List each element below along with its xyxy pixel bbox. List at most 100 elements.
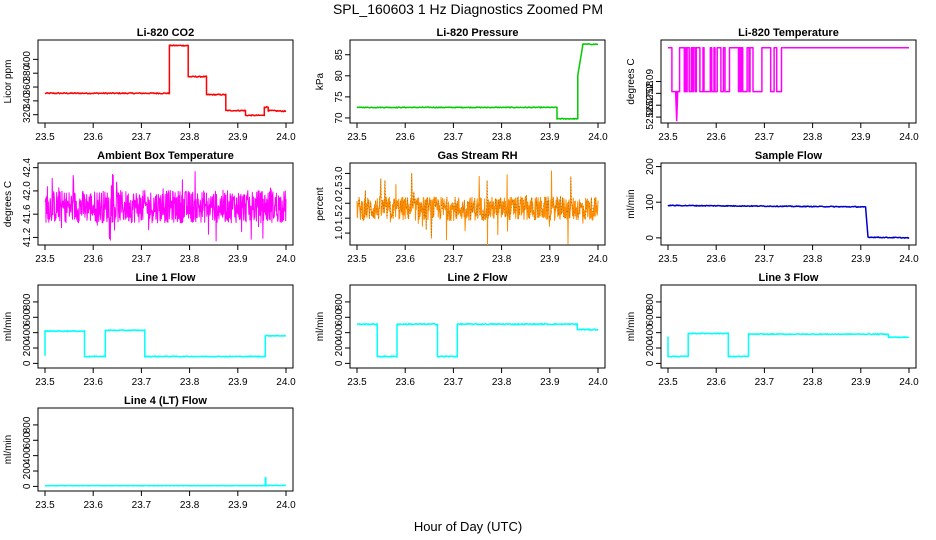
- panel-9-ytick-label: 200: [645, 339, 656, 356]
- panel-2-ylabel: kPa: [315, 72, 326, 90]
- panel-10-title: Line 4 (LT) Flow: [124, 395, 207, 407]
- panel-6-xtick-label: 23.6: [706, 254, 726, 265]
- panel-9-frame: [660, 284, 917, 369]
- panel-6-ytick-label: 0: [645, 235, 656, 241]
- figure-xlabel: Hour of Day (UTC): [414, 519, 522, 534]
- panel-3-xtick-label: 23.7: [755, 132, 775, 143]
- panel-3-series-1: [668, 46, 784, 122]
- panel-9: Line 3 Flow 23.5 23.6 23.7 23.8 23.9 24.0 0 2004…: [626, 272, 919, 388]
- panel-5-xtick-label: 23.8: [492, 254, 512, 265]
- panel-6: Sample Flow 23.5 23.6 23.7 23.8 23.9 24.0 0 100 2…: [626, 150, 919, 265]
- panel-6-title: Sample Flow: [755, 150, 823, 162]
- panel-9-xtick-label: 23.9: [851, 377, 871, 388]
- panel-4-ylabel: degrees C: [3, 181, 14, 227]
- panel-9-ylabel: ml/min: [626, 312, 637, 341]
- panel-1-xtick-label: 23.8: [180, 132, 200, 143]
- panel-10-ytick-label: 600: [22, 431, 33, 448]
- panel-2-xtick-label: 24.0: [588, 132, 608, 143]
- panel-6-xtick-label: 23.7: [755, 254, 775, 265]
- panel-8-xtick-label: 24.0: [588, 377, 608, 388]
- panel-8-plot-area: [356, 322, 599, 358]
- panel-4-xtick-label: 23.6: [83, 254, 103, 265]
- panel-8-ytick-label: 800: [334, 293, 345, 310]
- panel-4-xtick-label: 24.0: [276, 254, 296, 265]
- panel-5-plot-area: [356, 170, 599, 245]
- panel-7-xtick-label: 23.9: [228, 377, 248, 388]
- panel-4-xtick-label: 23.8: [180, 254, 200, 265]
- panel-2-plot-area: [356, 43, 599, 120]
- panel-3-plot-area: [668, 46, 909, 122]
- panel-5-frame: [349, 162, 606, 246]
- panel-10-ytick-label: 800: [22, 416, 33, 433]
- panel-8-xtick-label: 23.5: [347, 377, 367, 388]
- panel-8-xtick-label: 23.9: [540, 377, 560, 388]
- panel-3-xtick-label: 23.8: [803, 132, 823, 143]
- panel-1-xtick-label: 23.9: [228, 132, 248, 143]
- panel-9-xtick-label: 23.7: [755, 377, 775, 388]
- panel-6-xtick-label: 23.8: [803, 254, 823, 265]
- panel-2-xtick-label: 23.7: [444, 132, 464, 143]
- panel-4-title: Ambient Box Temperature: [97, 150, 234, 162]
- panel-5-xtick-label: 23.6: [395, 254, 415, 265]
- panel-3-ytick-label: 52.08: [645, 80, 656, 105]
- panel-1-ylabel: Licor ppm: [3, 60, 14, 104]
- panel-4-xtick-label: 23.5: [35, 254, 55, 265]
- panel-7-xtick-label: 23.8: [180, 377, 200, 388]
- panel-5-xtick-label: 23.9: [540, 254, 560, 265]
- panel-6-series-1: [667, 204, 910, 239]
- panel-9-xtick-label: 24.0: [899, 377, 919, 388]
- panel-1-plot-area: [44, 44, 287, 117]
- panel-5-ytick-label: 3.0: [334, 166, 345, 180]
- panel-3-xtick-label: 23.5: [658, 132, 678, 143]
- panel-8-ytick-label: 0: [334, 360, 345, 366]
- panel-10-ytick-label: 400: [22, 447, 33, 464]
- panel-6-xtick-label: 24.0: [899, 254, 919, 265]
- panel-9-plot-area: [667, 332, 910, 358]
- panel-3: Li-820 Temperature 23.5 23.6 23.7 23.8 23.9 24…: [626, 27, 919, 143]
- panel-9-series-1: [667, 332, 910, 358]
- panel-8-ytick-label: 600: [334, 308, 345, 325]
- panel-10-xtick-label: 23.6: [83, 500, 103, 511]
- panel-9-title: Line 3 Flow: [759, 272, 819, 284]
- panel-7-xtick-label: 23.5: [35, 377, 55, 388]
- panel-9-ytick-label: 400: [645, 324, 656, 341]
- panel-5-xtick-label: 24.0: [588, 254, 608, 265]
- panel-2: Li-820 Pressure 23.5 23.6 23.7 23.8 23.9 24.0 7…: [315, 27, 608, 143]
- panel-1-xtick-label: 23.5: [35, 132, 55, 143]
- panel-3-ytick-label: 52.06: [645, 104, 656, 129]
- panel-9-xtick-label: 23.5: [658, 377, 678, 388]
- panel-8: Line 2 Flow 23.5 23.6 23.7 23.8 23.9 24.0 0 2004…: [315, 272, 608, 388]
- panel-2-xtick-label: 23.9: [540, 132, 560, 143]
- panel-9-ytick-label: 0: [645, 360, 656, 366]
- panel-5-ylabel: percent: [315, 187, 326, 221]
- panel-10-frame: [37, 407, 294, 492]
- panel-4-ytick-label: 42.0: [22, 181, 33, 201]
- panel-1-xtick-label: 24.0: [276, 132, 296, 143]
- panel-6-plot-area: [667, 204, 910, 239]
- panel-5-series-texture: [356, 173, 598, 239]
- panel-3-xtick-label: 23.6: [706, 132, 726, 143]
- figure-title: SPL_160603 1 Hz Diagnostics Zoomed PM: [333, 1, 603, 17]
- panel-10: Line 4 (LT) Flow 23.5 23.6 23.7 23.8 23.9 24.0…: [3, 395, 296, 511]
- panel-7-ytick-label: 400: [22, 324, 33, 341]
- panel-8-xtick-label: 23.8: [492, 377, 512, 388]
- panel-5-ytick-label: 1.0: [334, 226, 345, 240]
- panel-7-ytick-label: 200: [22, 339, 33, 356]
- panel-7-xtick-label: 24.0: [276, 377, 296, 388]
- panel-6-ylabel: ml/min: [626, 189, 637, 218]
- panel-9-ytick-label: 800: [645, 293, 656, 310]
- panel-2-ytick-label: 80: [334, 70, 345, 82]
- panel-1-ytick-label: 380: [22, 64, 33, 81]
- panel-7-xtick-label: 23.6: [83, 377, 103, 388]
- panel-1-title: Li-820 CO2: [137, 27, 194, 39]
- panel-7: Line 1 Flow 23.5 23.6 23.7 23.8 23.9 24.0 0 2004…: [3, 272, 296, 388]
- panel-7-ytick-label: 800: [22, 293, 33, 310]
- panels-group: Li-820 CO2 23.5 23.6 23.7 23.8 23.9 24.0 320340…: [3, 27, 919, 511]
- panel-8-ytick-label: 200: [334, 339, 345, 356]
- panel-7-ytick-label: 600: [22, 308, 33, 325]
- panel-6-frame: [660, 162, 917, 246]
- panel-4-plot-area: [44, 171, 287, 242]
- panel-5-xtick-label: 23.5: [347, 254, 367, 265]
- panel-10-ytick-label: 200: [22, 462, 33, 479]
- panel-1-ytick-label: 400: [22, 51, 33, 68]
